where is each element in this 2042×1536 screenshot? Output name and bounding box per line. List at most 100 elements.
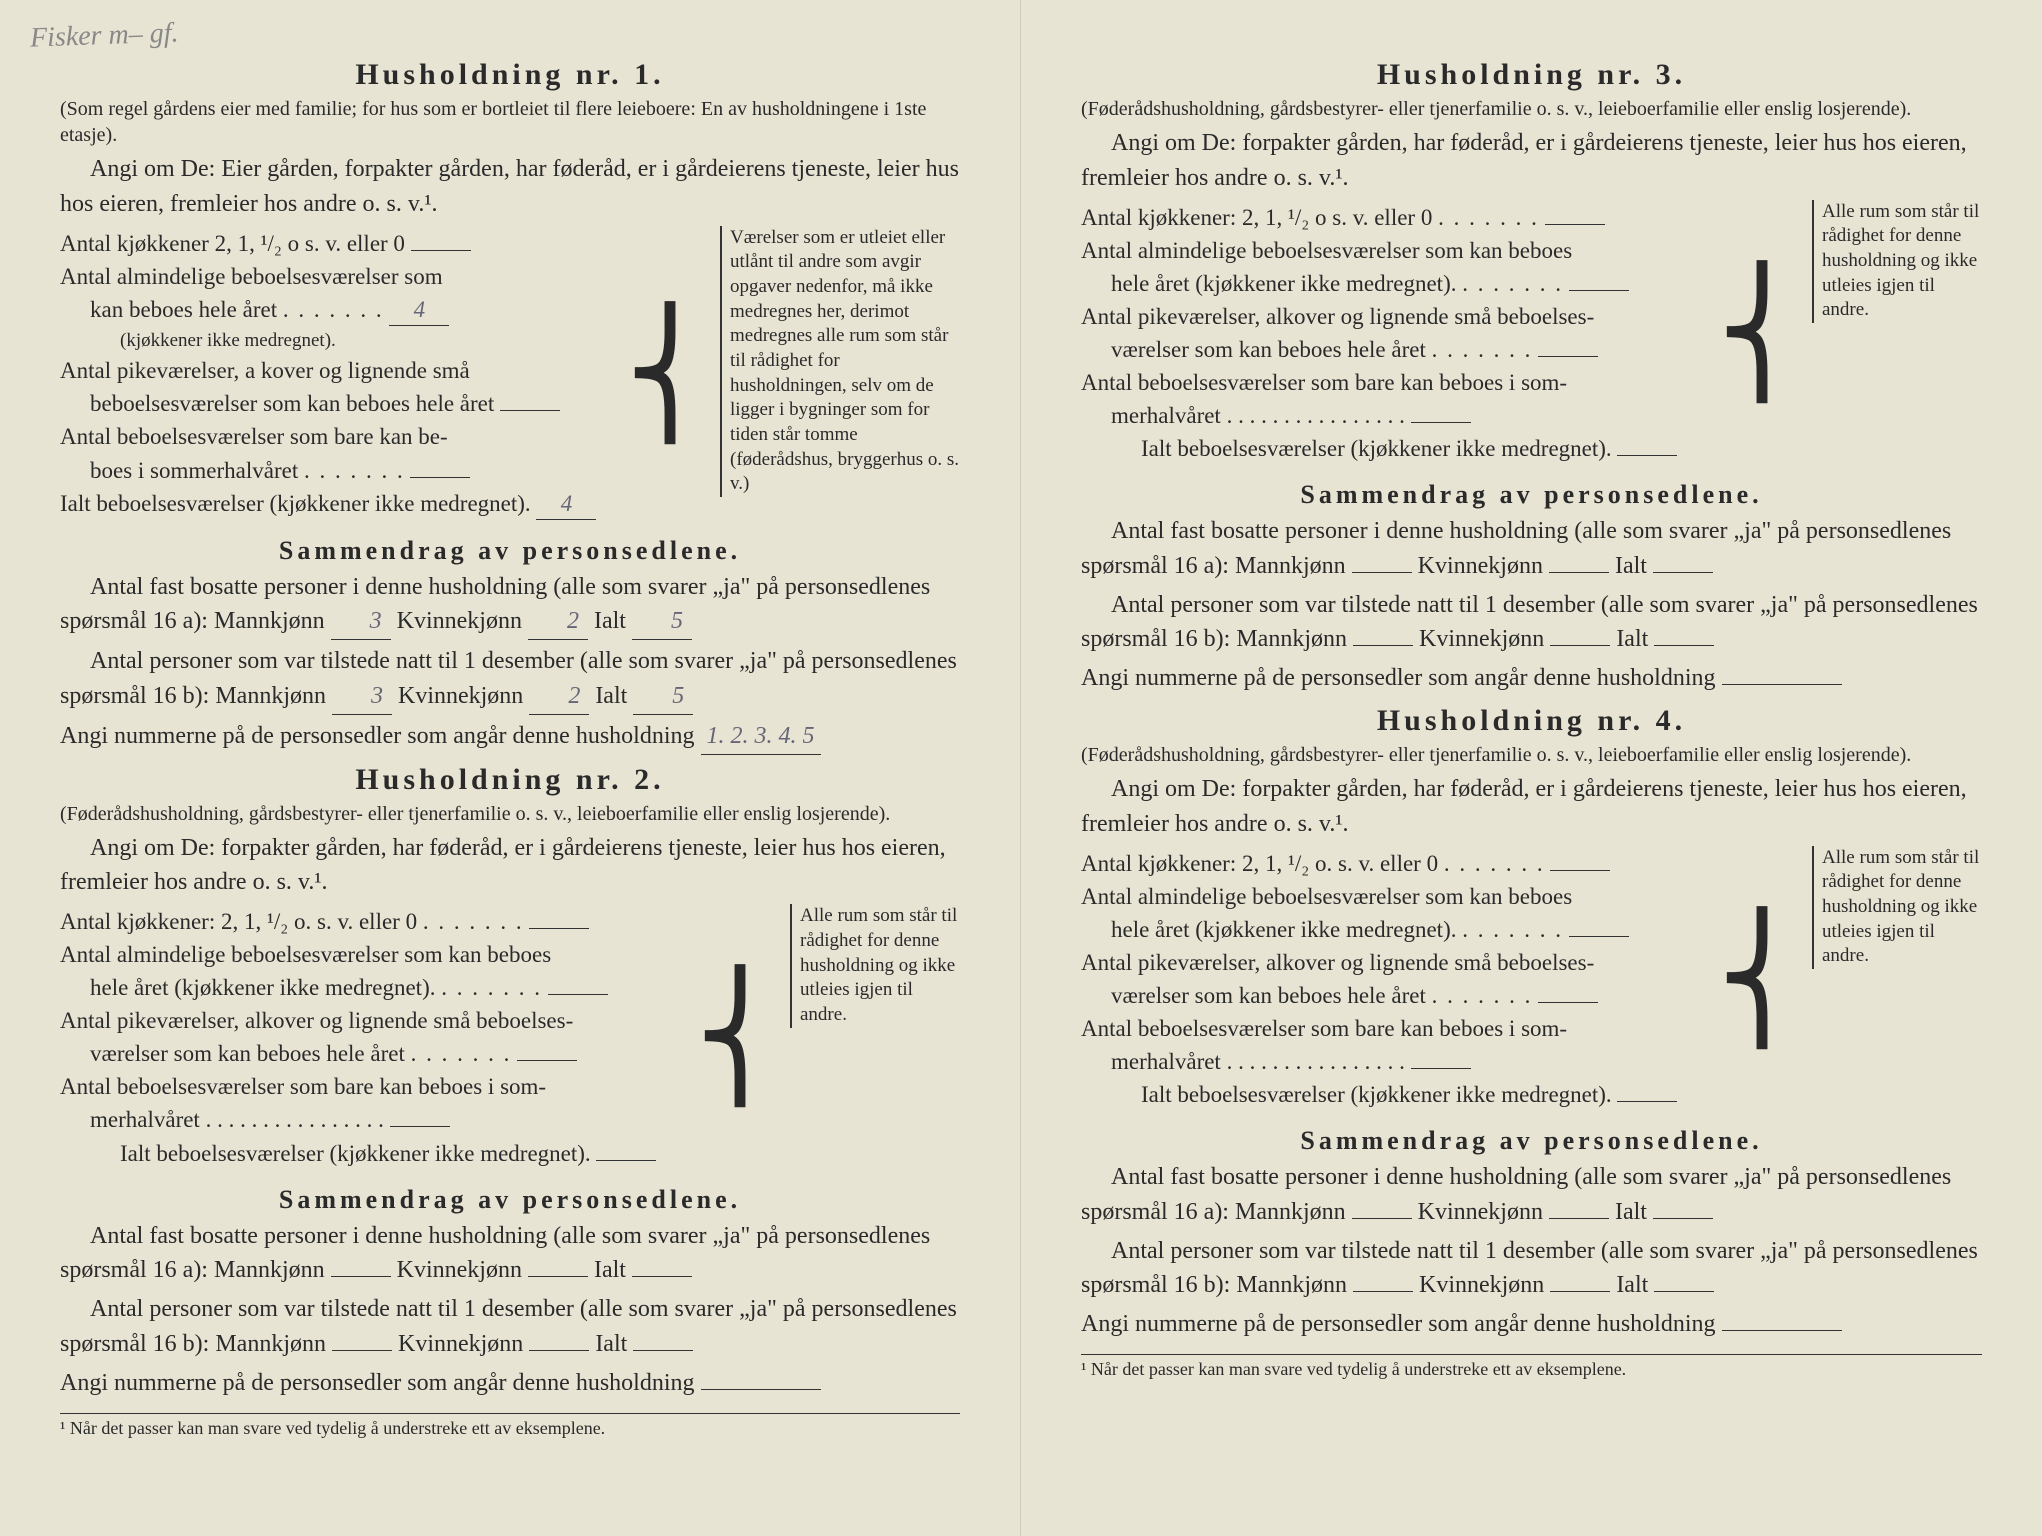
h2-angi: Angi om De: forpakter gården, har føderå… — [60, 831, 960, 901]
h1-r1-val — [411, 250, 471, 251]
handwriting-note: Fisker m– gf. — [29, 17, 179, 54]
h3-s2-t — [1654, 645, 1714, 646]
h4-total: Ialt beboelsesværelser (kjøkkener ikke m… — [1141, 1082, 1612, 1107]
h1-rooms-block: Antal kjøkkener 2, 1, ¹/₂ o s. v. eller … — [60, 226, 960, 522]
h3-sidenote: Alle rum som står til rådighet for denne… — [1812, 200, 1982, 323]
h1-r4b: boes i sommerhalvåret — [90, 458, 298, 483]
h2-r4-val — [390, 1126, 450, 1127]
h4-angi: Angi om De: forpakter gården, har føderå… — [1081, 772, 1982, 842]
h2-r1: Antal kjøkkener: 2, 1, ¹/₂ o. s. v. elle… — [60, 909, 417, 934]
h3-r2-val — [1569, 290, 1629, 291]
h3-title: Husholdning nr. 3. — [1081, 58, 1982, 92]
h4-r2a: Antal almindelige beboelsesværelser som … — [1081, 884, 1572, 909]
h4-r4b: merhalvåret — [1111, 1049, 1221, 1074]
h3-s3-text: Angi nummerne på de personsedler som ang… — [1081, 665, 1716, 691]
h4-s1-m — [1352, 1218, 1412, 1219]
h1-title: Husholdning nr. 1. — [60, 58, 960, 92]
h1-r3-val — [500, 410, 560, 411]
h1-r2note: (kjøkkener ikke medregnet). — [120, 330, 336, 351]
h3-s1-t — [1653, 572, 1713, 573]
kvinne-label: Kvinnekjønn — [1419, 626, 1544, 652]
left-page: Fisker m– gf. Husholdning nr. 1. (Som re… — [0, 0, 1021, 1536]
brace-icon: ⎨ — [1717, 919, 1807, 1039]
h3-s1-k — [1549, 572, 1609, 573]
kvinne-label: Kvinnekjønn — [1418, 1199, 1543, 1225]
h1-r2-val: 4 — [389, 294, 449, 326]
h4-r1: Antal kjøkkener: 2, 1, ¹/₂ o. s. v. elle… — [1081, 851, 1438, 876]
h4-s3: Angi nummerne på de personsedler som ang… — [1081, 1307, 1982, 1342]
h3-r1: Antal kjøkkener: 2, 1, ¹/₂ o s. v. eller… — [1081, 205, 1432, 230]
brace-icon: ⎨ — [695, 977, 785, 1097]
h2-s2-k — [529, 1350, 589, 1351]
h2-s3: Angi nummerne på de personsedler som ang… — [60, 1366, 960, 1401]
h2-r3-val — [517, 1060, 577, 1061]
h1-r1: Antal kjøkkener 2, 1, ¹/₂ o s. v. eller … — [60, 231, 405, 256]
h2-s2-m — [332, 1350, 392, 1351]
h2-r2-val — [548, 994, 608, 995]
h3-s2: Antal personer som var tilstede natt til… — [1081, 588, 1982, 658]
ialt-label: Ialt — [595, 1331, 627, 1357]
h3-r3a: Antal pikeværelser, alkover og lignende … — [1081, 304, 1594, 329]
h4-r3a: Antal pikeværelser, alkover og lignende … — [1081, 950, 1594, 975]
h1-s2-t: 5 — [633, 679, 693, 715]
h2-note: (Føderådshusholdning, gårdsbestyrer- ell… — [60, 801, 960, 827]
h1-angi: Angi om De: Eier gården, forpakter gårde… — [60, 152, 960, 222]
kvinne-label: Kvinnekjønn — [397, 1257, 522, 1283]
h4-r3-val — [1538, 1002, 1598, 1003]
h1-total-val: 4 — [536, 488, 596, 520]
h3-r3-val — [1538, 356, 1598, 357]
h3-note: (Føderådshusholdning, gårdsbestyrer- ell… — [1081, 96, 1982, 122]
h2-r2a: Antal almindelige beboelsesværelser som … — [60, 942, 551, 967]
h4-r2b: hele året (kjøkkener ikke medregnet). — [1111, 917, 1456, 942]
h3-total-val — [1617, 455, 1677, 456]
h2-r3b: værelser som kan beboes hele året — [90, 1041, 405, 1066]
h4-s3-text: Angi nummerne på de personsedler som ang… — [1081, 1311, 1716, 1337]
h3-r3b: værelser som kan beboes hele året — [1111, 337, 1426, 362]
h2-r4b: merhalvåret — [90, 1107, 200, 1132]
h4-s1-t — [1653, 1218, 1713, 1219]
h4-r4-val — [1411, 1068, 1471, 1069]
brace-icon: ⎨ — [1717, 273, 1807, 393]
h3-r1-val — [1545, 224, 1605, 225]
h4-r4a: Antal beboelsesværelser som bare kan beb… — [1081, 1016, 1567, 1041]
h3-s3: Angi nummerne på de personsedler som ang… — [1081, 661, 1982, 696]
h3-s3-val — [1722, 684, 1842, 685]
h3-s2-m — [1353, 645, 1413, 646]
ialt-label: Ialt — [1615, 553, 1647, 579]
h4-s2-m — [1353, 1291, 1413, 1292]
kvinne-label: Kvinnekjønn — [1418, 553, 1543, 579]
h1-s3-val: 1. 2. 3. 4. 5 — [701, 719, 821, 755]
h3-summary-title: Sammendrag av personsedlene. — [1081, 480, 1982, 510]
h3-s1: Antal fast bosatte personer i denne hush… — [1081, 514, 1982, 584]
h4-r2-val — [1569, 936, 1629, 937]
right-page: Husholdning nr. 3. (Føderådshusholdning,… — [1021, 0, 2042, 1536]
kvinne-label: Kvinnekjønn — [398, 1331, 523, 1357]
h2-sidenote: Alle rum som står til rådighet for denne… — [790, 904, 960, 1027]
ialt-label: Ialt — [594, 608, 626, 634]
h1-r4a: Antal beboelsesværelser som bare kan be- — [60, 424, 448, 449]
kvinne-label2: Kvinnekjønn — [398, 683, 523, 709]
h3-total: Ialt beboelsesværelser (kjøkkener ikke m… — [1141, 436, 1612, 461]
h2-s3-val — [701, 1389, 821, 1390]
h4-s2-k — [1550, 1291, 1610, 1292]
h2-r4a: Antal beboelsesværelser som bare kan beb… — [60, 1074, 546, 1099]
h2-s1-t — [632, 1276, 692, 1277]
h3-r2a: Antal almindelige beboelsesværelser som … — [1081, 238, 1572, 263]
h1-s3: Angi nummerne på de personsedler som ang… — [60, 719, 960, 755]
h2-s2-t — [633, 1350, 693, 1351]
h2-rooms-block: Antal kjøkkener: 2, 1, ¹/₂ o. s. v. elle… — [60, 904, 960, 1170]
h4-note: (Føderådshusholdning, gårdsbestyrer- ell… — [1081, 742, 1982, 768]
h3-rooms-block: Antal kjøkkener: 2, 1, ¹/₂ o s. v. eller… — [1081, 200, 1982, 466]
h1-note: (Som regel gårdens eier med familie; for… — [60, 96, 960, 148]
h2-r3a: Antal pikeværelser, alkover og lignende … — [60, 1008, 573, 1033]
h3-s1-m — [1352, 572, 1412, 573]
h3-r4a: Antal beboelsesværelser som bare kan beb… — [1081, 370, 1567, 395]
footnote-right: ¹ Når det passer kan man svare ved tydel… — [1081, 1354, 1982, 1380]
h2-total-val — [596, 1160, 656, 1161]
h1-s2: Antal personer som var tilstede natt til… — [60, 644, 960, 715]
h4-s2: Antal personer som var tilstede natt til… — [1081, 1234, 1982, 1304]
h1-r3a: Antal pikeværelser, a kover og lignende … — [60, 358, 470, 383]
h4-s3-val — [1722, 1330, 1842, 1331]
h2-s1-m — [331, 1276, 391, 1277]
h4-r3b: værelser som kan beboes hele året — [1111, 983, 1426, 1008]
